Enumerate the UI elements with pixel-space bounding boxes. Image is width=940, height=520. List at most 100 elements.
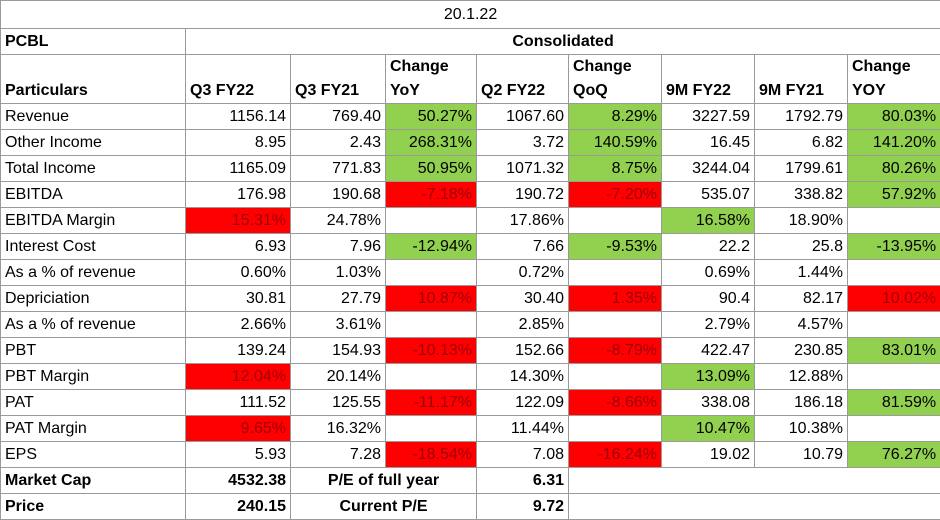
- table-cell: 16.58%: [662, 208, 755, 234]
- table-cell: 1165.09: [186, 156, 291, 182]
- table-cell: 3227.59: [662, 104, 755, 130]
- table-cell: 24.78%: [291, 208, 386, 234]
- table-cell: 3.61%: [291, 312, 386, 338]
- table-cell: [386, 312, 477, 338]
- table-cell: 6.93: [186, 234, 291, 260]
- table-cell: 81.59%: [848, 390, 940, 416]
- table-cell: 4.57%: [755, 312, 848, 338]
- table-cell: 6.82: [755, 130, 848, 156]
- table-cell: 18.90%: [755, 208, 848, 234]
- row-label: Other Income: [1, 130, 186, 156]
- table-cell: 19.02: [662, 442, 755, 468]
- table-cell: -18.54%: [386, 442, 477, 468]
- table-cell: [386, 364, 477, 390]
- table-cell: [848, 208, 940, 234]
- table-cell: 2.66%: [186, 312, 291, 338]
- table-cell: 30.40: [477, 286, 569, 312]
- table-cell: 22.2: [662, 234, 755, 260]
- table-cell: 7.08: [477, 442, 569, 468]
- table-cell: 2.43: [291, 130, 386, 156]
- table-cell: 1.03%: [291, 260, 386, 286]
- table-cell: 190.68: [291, 182, 386, 208]
- table-cell: 76.27%: [848, 442, 940, 468]
- row-label: EBITDA Margin: [1, 208, 186, 234]
- table-cell: 154.93: [291, 338, 386, 364]
- column-header: Q2 FY22: [477, 55, 569, 104]
- table-cell: 11.44%: [477, 416, 569, 442]
- table-cell: 139.24: [186, 338, 291, 364]
- table-cell: 1067.60: [477, 104, 569, 130]
- table-cell: [386, 208, 477, 234]
- table-cell: 5.93: [186, 442, 291, 468]
- table-cell: 1792.79: [755, 104, 848, 130]
- table-cell: 12.88%: [755, 364, 848, 390]
- empty-cell: [569, 494, 940, 520]
- table-cell: [386, 416, 477, 442]
- row-label: As a % of revenue: [1, 312, 186, 338]
- table-cell: 13.09%: [662, 364, 755, 390]
- table-cell: 338.08: [662, 390, 755, 416]
- table-cell: 186.18: [755, 390, 848, 416]
- table-cell: 1.35%: [569, 286, 662, 312]
- table-cell: 10.02%: [848, 286, 940, 312]
- row-label: Depriciation: [1, 286, 186, 312]
- pe-label: P/E of full year: [291, 468, 477, 494]
- table-cell: 141.20%: [848, 130, 940, 156]
- table-cell: 122.09: [477, 390, 569, 416]
- table-cell: 83.01%: [848, 338, 940, 364]
- table-cell: -10.13%: [386, 338, 477, 364]
- table-cell: [848, 312, 940, 338]
- table-cell: 10.79: [755, 442, 848, 468]
- table-cell: 50.95%: [386, 156, 477, 182]
- table-cell: 7.28: [291, 442, 386, 468]
- table-cell: 17.86%: [477, 208, 569, 234]
- table-cell: [569, 312, 662, 338]
- table-cell: 268.31%: [386, 130, 477, 156]
- table-cell: 8.75%: [569, 156, 662, 182]
- summary-label: Price: [1, 494, 186, 520]
- row-label: Interest Cost: [1, 234, 186, 260]
- table-cell: 771.83: [291, 156, 386, 182]
- table-cell: 2.79%: [662, 312, 755, 338]
- table-cell: -9.53%: [569, 234, 662, 260]
- table-cell: 10.47%: [662, 416, 755, 442]
- table-cell: [569, 364, 662, 390]
- column-header: Q3 FY22: [186, 55, 291, 104]
- table-cell: 16.32%: [291, 416, 386, 442]
- table-cell: 125.55: [291, 390, 386, 416]
- table-cell: 338.82: [755, 182, 848, 208]
- row-label: PBT: [1, 338, 186, 364]
- table-cell: 10.87%: [386, 286, 477, 312]
- row-label: PAT: [1, 390, 186, 416]
- table-cell: 27.79: [291, 286, 386, 312]
- table-cell: 7.96: [291, 234, 386, 260]
- table-cell: 90.4: [662, 286, 755, 312]
- pe-value: 6.31: [477, 468, 569, 494]
- table-cell: 8.29%: [569, 104, 662, 130]
- row-label: PAT Margin: [1, 416, 186, 442]
- table-cell: 0.60%: [186, 260, 291, 286]
- row-label: PBT Margin: [1, 364, 186, 390]
- table-cell: 7.66: [477, 234, 569, 260]
- table-cell: 82.17: [755, 286, 848, 312]
- group-label: Consolidated: [186, 29, 940, 55]
- table-cell: 190.72: [477, 182, 569, 208]
- table-cell: 50.27%: [386, 104, 477, 130]
- row-label: As a % of revenue: [1, 260, 186, 286]
- table-cell: -7.20%: [569, 182, 662, 208]
- table-cell: 14.30%: [477, 364, 569, 390]
- table-cell: 25.8: [755, 234, 848, 260]
- column-header: 9M FY21: [755, 55, 848, 104]
- table-cell: 152.66: [477, 338, 569, 364]
- table-cell: 176.98: [186, 182, 291, 208]
